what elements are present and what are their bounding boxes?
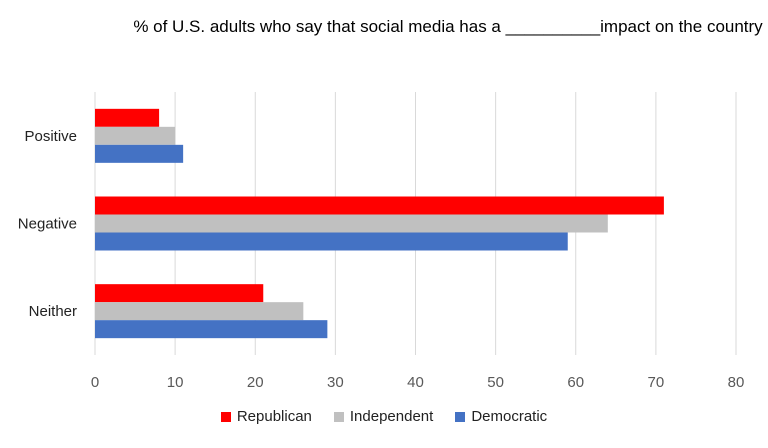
x-tick-label: 80 xyxy=(728,374,745,391)
x-tick-label: 20 xyxy=(247,374,264,391)
legend-swatch-democratic xyxy=(455,411,466,422)
bar-republican-positive xyxy=(95,108,160,127)
legend-label-republican: Republican xyxy=(236,408,312,425)
bar-democratic-negative xyxy=(95,232,568,251)
category-label: Negative xyxy=(18,216,77,233)
legend-item-independent: Independent xyxy=(333,408,434,425)
bar-independent-neither xyxy=(95,302,304,321)
category-label: Neither xyxy=(29,303,77,320)
legend-swatch-republican xyxy=(220,411,231,422)
x-tick-label: 40 xyxy=(407,374,424,391)
legend-item-republican: Republican xyxy=(220,408,312,425)
bar-democratic-neither xyxy=(95,320,328,339)
chart-title: % of U.S. adults who say that social med… xyxy=(133,17,763,36)
bar-republican-neither xyxy=(95,284,264,303)
bar-republican-negative xyxy=(95,196,664,215)
x-tick-label: 30 xyxy=(327,374,344,391)
x-tick-label: 70 xyxy=(648,374,665,391)
x-tick-label: 50 xyxy=(487,374,504,391)
category-label: Positive xyxy=(24,128,77,145)
legend-label-independent: Independent xyxy=(349,408,434,425)
x-tick-label: 10 xyxy=(167,374,184,391)
x-tick-label: 60 xyxy=(567,374,584,391)
legend: Republican Independent Democratic xyxy=(0,408,768,425)
x-tick-label: 0 xyxy=(91,374,99,391)
bar-democratic-positive xyxy=(95,144,184,163)
legend-swatch-independent xyxy=(333,411,344,422)
legend-item-democratic: Democratic xyxy=(455,408,547,425)
bar-independent-negative xyxy=(95,214,608,233)
legend-label-democratic: Democratic xyxy=(471,408,548,425)
chart-title-container: % of U.S. adults who say that social med… xyxy=(110,14,768,39)
bar-independent-positive xyxy=(95,126,176,145)
